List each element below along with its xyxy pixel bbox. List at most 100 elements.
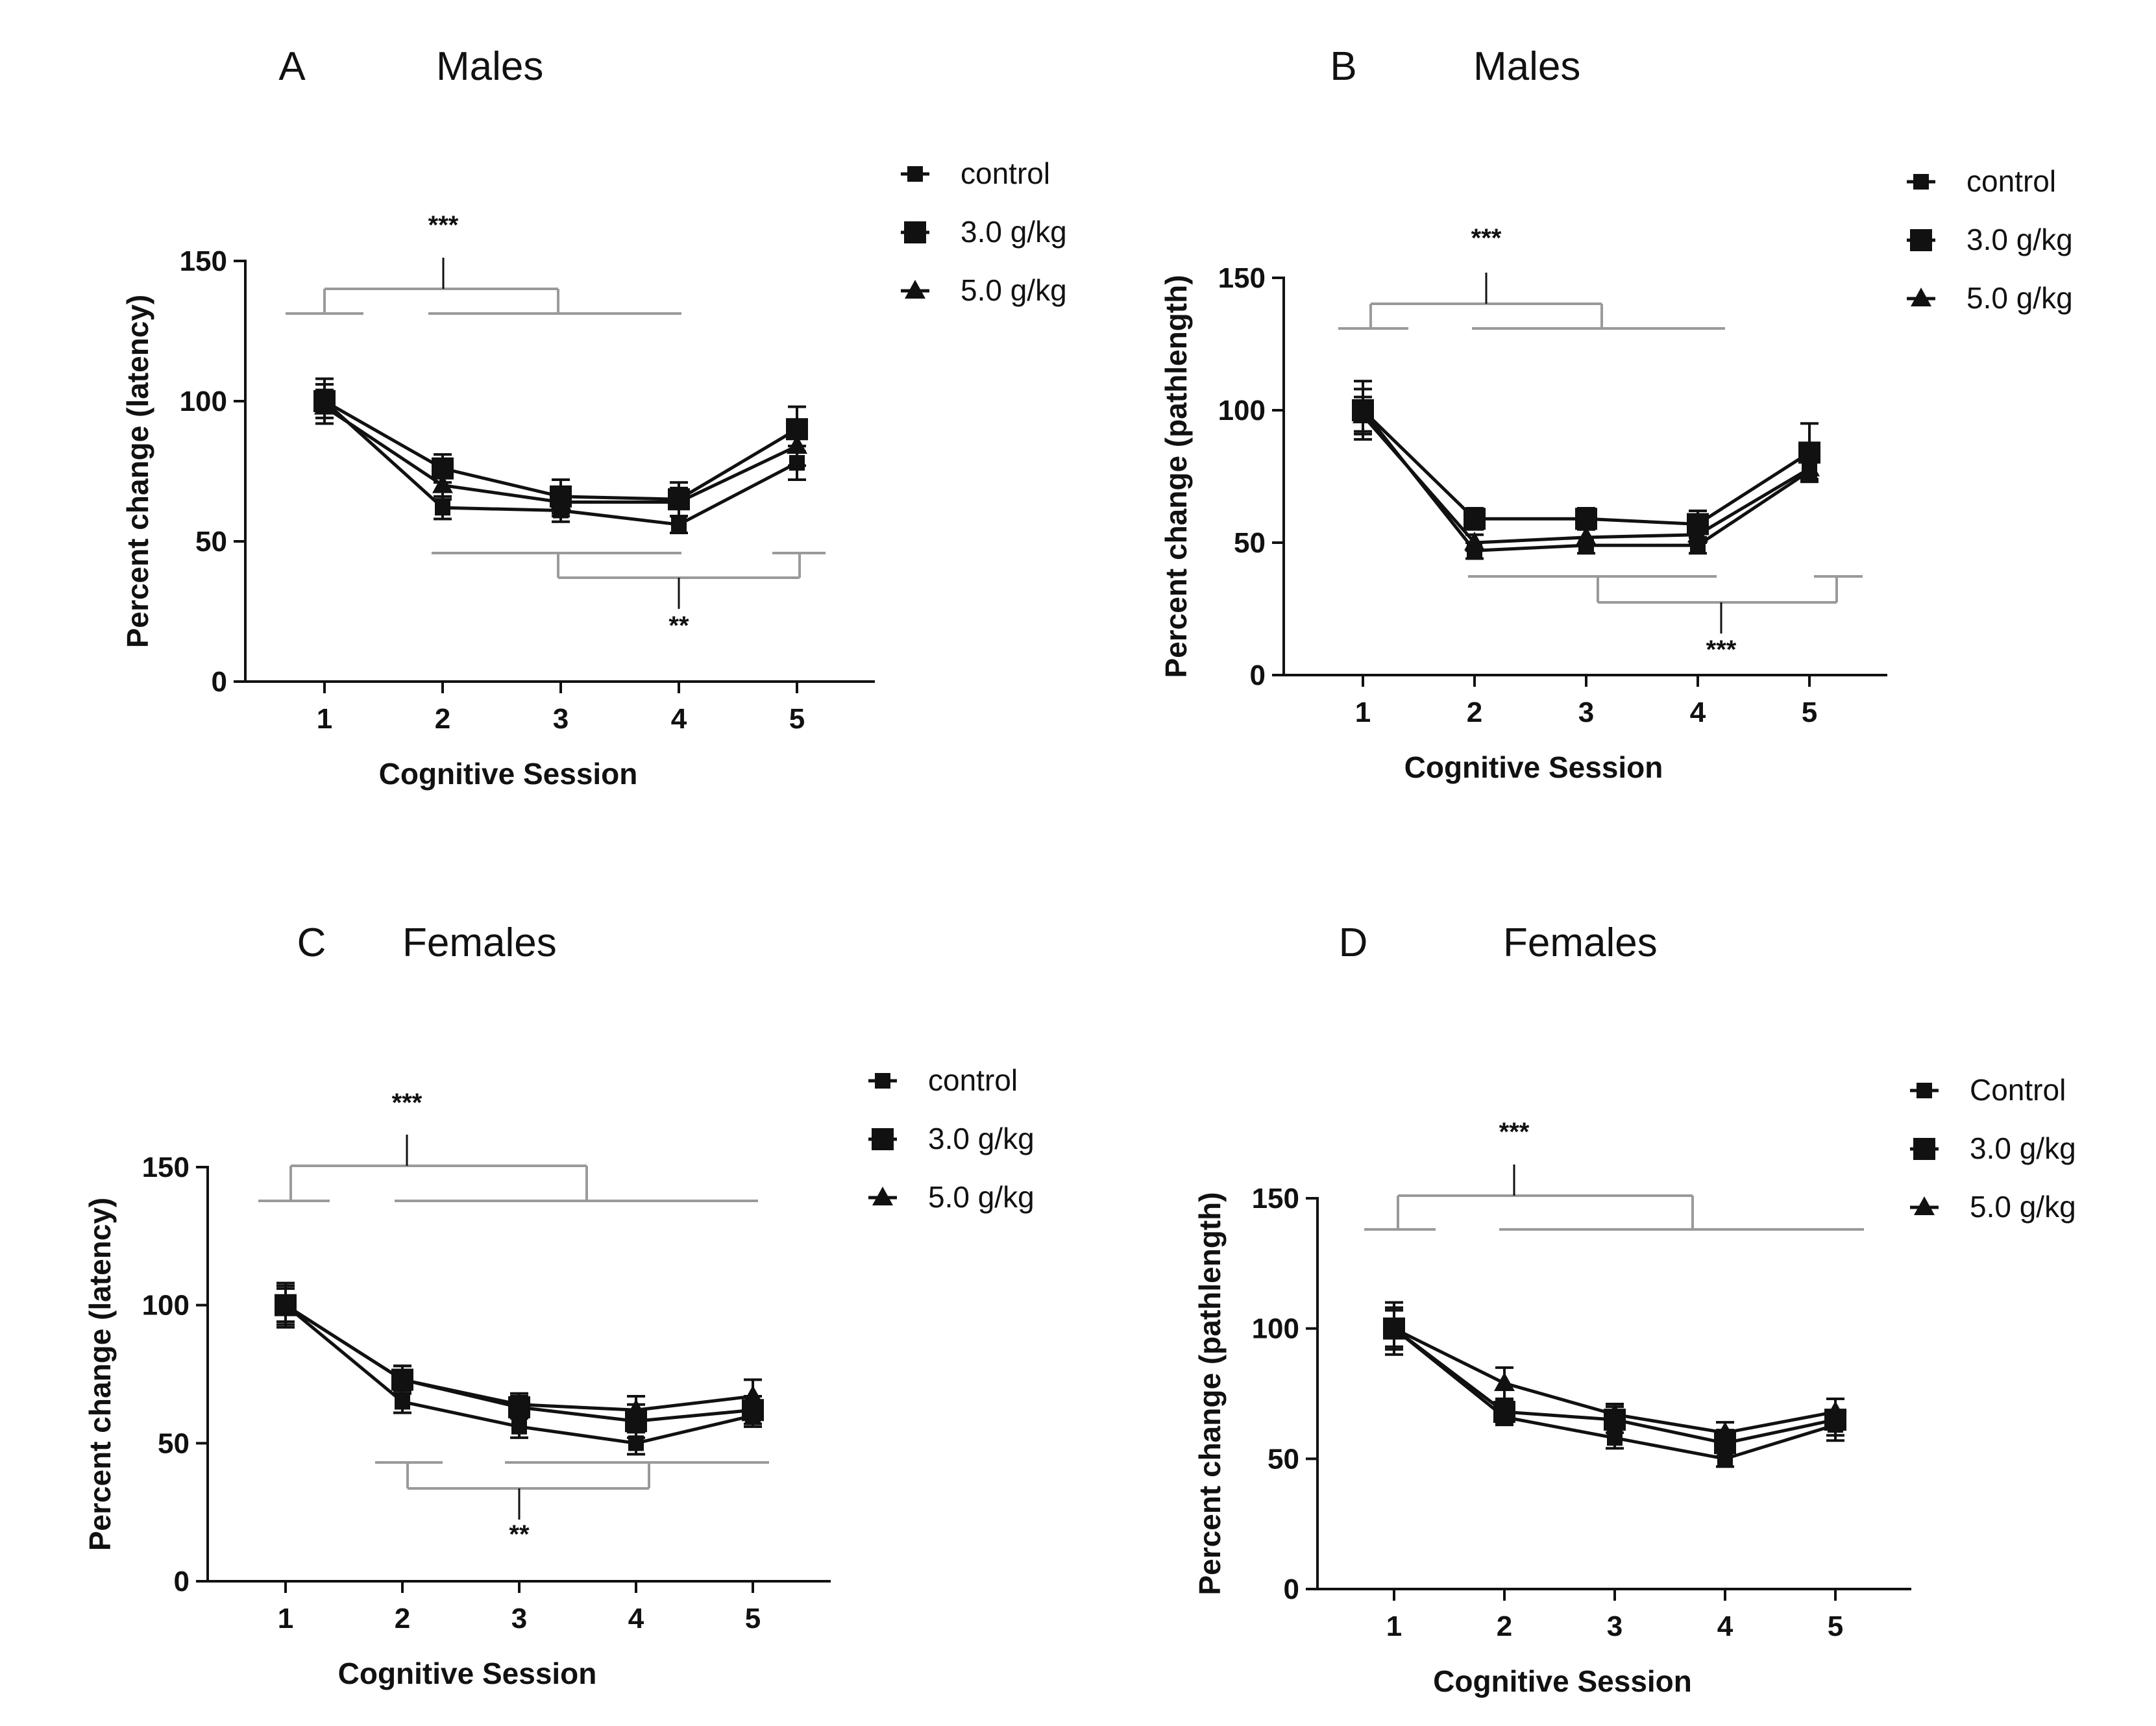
panel-c-significance-label: ** [509, 1520, 530, 1549]
panel-b-x-tick-label: 5 [1802, 697, 1817, 728]
panel-a-data-point [435, 500, 450, 516]
panel-a-data-point [668, 491, 689, 510]
panel-a-data-point [432, 474, 453, 493]
panel-a-data-point [671, 517, 687, 533]
panel-a: A Males 0 50 100 150 1 2 3 4 5 Cognitive Session Per… [121, 44, 1067, 791]
panel-a-series-3 [314, 388, 807, 518]
panel-b-x-axis-title: Cognitive Session [1404, 750, 1663, 784]
panel-c-data-point [511, 1418, 527, 1435]
panel-c-data-point [626, 1399, 646, 1418]
panel-a-title: Males [436, 44, 543, 89]
panel-c-legend-symbol-marker [872, 1128, 894, 1150]
panel-b-data-point [1799, 457, 1820, 476]
panel-c-series-3 [275, 1287, 763, 1425]
panel-a-legend-label: control [961, 156, 1050, 190]
panel-d-y-axis-title: Percent change (pathlength) [1193, 1192, 1227, 1595]
panel-a-y-tick-label: 100 [180, 386, 227, 417]
panel-b-y-tick-label: 100 [1218, 395, 1266, 426]
panel-b-legend-label: 3.0 g/kg [1966, 223, 2073, 256]
panel-a-legend: control 3.0 g/kg 5.0 g/kg [901, 156, 1067, 307]
panel-d-data-point [1494, 1372, 1515, 1391]
panel-a-data-point [550, 491, 571, 510]
panel-a-significance-label: *** [428, 211, 459, 240]
panel-a-data-point [787, 435, 807, 454]
panel-a-legend-label: 5.0 g/kg [961, 273, 1067, 307]
panel-c-significance-bracket: ** [375, 1461, 769, 1549]
panel-b-x-tick-label: 3 [1578, 697, 1594, 728]
panel-d-y-tick-label: 100 [1252, 1313, 1299, 1345]
panel-b-y-tick-label: 0 [1250, 660, 1266, 691]
panel-d-significance-bracket: *** [1364, 1118, 1864, 1231]
panel-b-significance-label: *** [1471, 224, 1502, 253]
panel-b-data-point [1353, 404, 1373, 424]
panel-c-title: Females [402, 920, 557, 965]
panel-b-data-point [1576, 526, 1597, 545]
panel-a-x-tick-label: 4 [671, 703, 687, 735]
panel-d-letter: D [1339, 920, 1368, 965]
panel-a-y-tick-label: 0 [212, 666, 227, 698]
panel-c-legend-label: 3.0 g/kg [928, 1122, 1035, 1155]
panel-b-legend-label: control [1966, 164, 2056, 198]
panel-a-x-tick-label: 3 [553, 703, 569, 735]
panel-b: B Males 0 50 100 150 1 2 3 4 5 Cognitive Session Per… [1159, 44, 2073, 784]
panel-a-legend-symbol-marker [904, 221, 926, 243]
panel-a-x-tick-label: 1 [317, 703, 332, 735]
panel-b-legend-symbol-marker [1910, 229, 1932, 251]
panel-a-data-point [314, 395, 335, 415]
panel-c-significance-bracket: *** [258, 1089, 758, 1202]
panel-c-y-tick-label: 150 [142, 1152, 190, 1183]
panel-b-title: Males [1473, 44, 1580, 89]
panel-c-legend: control 3.0 g/kg 5.0 g/kg [868, 1063, 1035, 1214]
panel-d-legend-label: Control [1970, 1073, 2066, 1107]
panel-c-legend-symbol-marker [872, 1187, 893, 1205]
panel-c-significance-label: *** [392, 1089, 423, 1117]
panel-b-significance-bracket: *** [1468, 575, 1863, 664]
panel-b-data-point [1464, 532, 1485, 550]
panel-b-y-tick-label: 150 [1218, 262, 1266, 294]
panel-d-y-tick-label: 50 [1268, 1443, 1299, 1475]
panel-c: C Females 0 50 100 150 1 2 3 4 5 Cognitive Session P… [83, 920, 1035, 1690]
panel-c-x-tick-label: 5 [745, 1603, 761, 1634]
panel-c-series-1 [276, 1284, 762, 1456]
panel-b-legend-symbol-marker [1911, 288, 1931, 306]
panel-b-series-3 [1353, 395, 1820, 552]
panel-c-x-tick-label: 3 [511, 1603, 527, 1634]
panel-d-legend-symbol-marker [1913, 1138, 1935, 1160]
panel-d-y-tick-label: 150 [1252, 1183, 1299, 1214]
panel-b-data-point [1687, 523, 1708, 543]
panel-b-y-axis-title: Percent change (pathlength) [1159, 275, 1193, 678]
panel-d-series-3 [1384, 1309, 1846, 1445]
panel-a-x-tick-label: 2 [435, 703, 450, 735]
panel-c-y-tick-label: 100 [142, 1290, 190, 1322]
panel-c-letter: C [297, 920, 326, 965]
panel-c-data-point [395, 1394, 410, 1410]
panel-d: D Females 0 50 100 150 1 2 3 4 5 Cognitive Session P… [1193, 920, 2076, 1698]
panel-d-data-point [1493, 1401, 1515, 1424]
panel-d-legend-symbol-marker [1914, 1196, 1935, 1215]
panel-d-data-point [1825, 1401, 1846, 1420]
panel-c-x-axis-title: Cognitive Session [338, 1657, 597, 1690]
panel-b-legend-label: 5.0 g/kg [1966, 281, 2073, 315]
panel-b-significance-label: *** [1706, 635, 1737, 664]
panel-a-legend-label: 3.0 g/kg [961, 215, 1067, 249]
panel-c-legend-symbol-marker [875, 1073, 890, 1089]
panel-c-legend-label: 5.0 g/kg [928, 1180, 1035, 1214]
panel-d-series-2 [1383, 1306, 1846, 1458]
panel-d-x-tick-label: 5 [1828, 1610, 1843, 1642]
panel-b-x-tick-label: 4 [1690, 697, 1706, 728]
panel-d-title: Females [1503, 920, 1658, 965]
panel-c-x-tick-label: 1 [278, 1603, 293, 1634]
panel-b-y-tick-label: 50 [1234, 527, 1266, 559]
panel-d-x-tick-label: 2 [1497, 1610, 1512, 1642]
panel-c-y-tick-label: 0 [174, 1566, 190, 1597]
panel-d-y-tick-label: 0 [1284, 1573, 1299, 1605]
panel-c-x-tick-label: 2 [395, 1603, 410, 1634]
panel-d-data-point [1384, 1317, 1404, 1337]
panel-b-letter: B [1330, 44, 1356, 89]
panel-b-data-point [1575, 508, 1597, 530]
panel-a-significance-bracket: *** [286, 211, 681, 315]
panel-c-data-point [509, 1393, 530, 1412]
panel-b-data-point [1464, 508, 1486, 530]
panel-a-x-tick-label: 5 [789, 703, 805, 735]
panel-c-y-axis-title: Percent change (latency) [83, 1198, 117, 1551]
